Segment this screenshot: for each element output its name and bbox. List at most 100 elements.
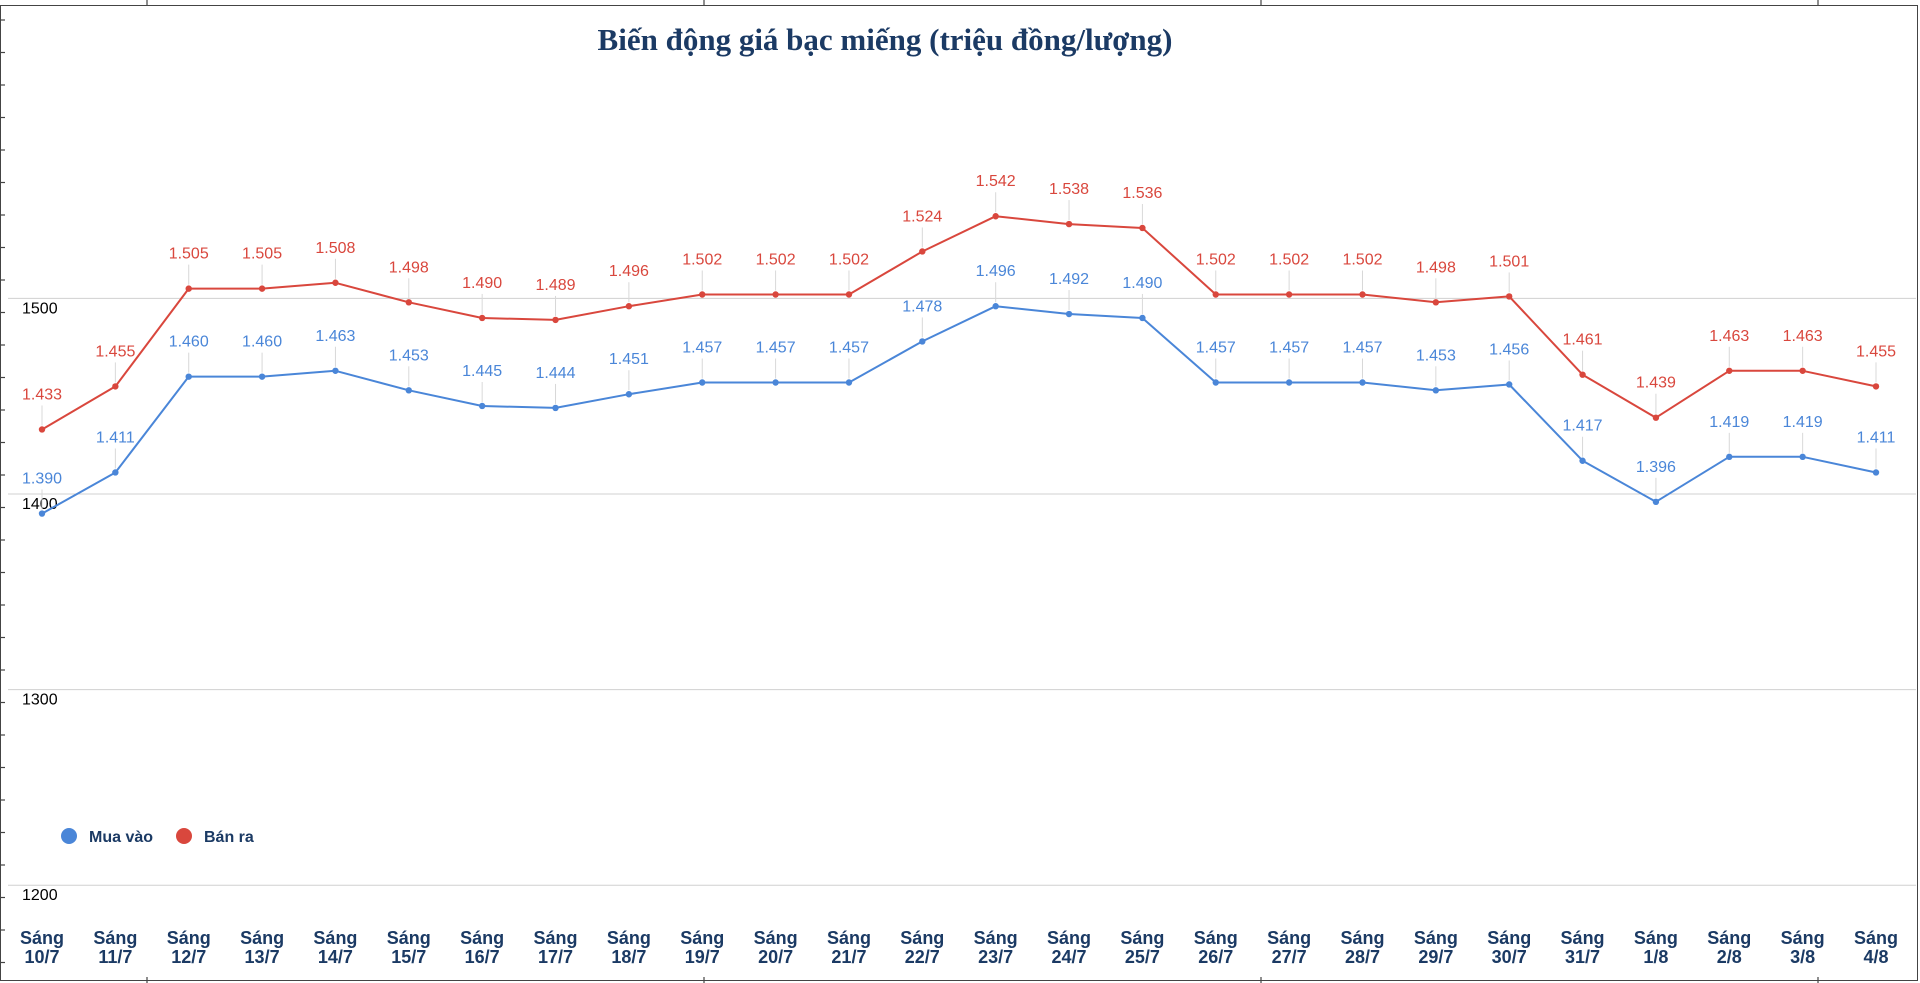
data-point: [112, 469, 119, 476]
y-tick-label: 1200: [22, 887, 58, 904]
x-tick-label: Sáng 21/7: [827, 928, 871, 967]
legend: Mua vào Bán ra: [61, 828, 254, 846]
x-tick-label: Sáng 17/7: [534, 928, 578, 967]
data-point: [1726, 367, 1733, 374]
chart-frame: [0, 5, 1918, 981]
data-label: 1.524: [902, 208, 942, 225]
x-tick-label: Sáng 29/7: [1414, 928, 1458, 967]
data-label: 1.492: [1049, 271, 1089, 288]
x-tick-label: Sáng 10/7: [20, 928, 64, 967]
x-tick-label: Sáng 14/7: [313, 928, 357, 967]
gridlines: [8, 297, 1916, 886]
x-tick-label: Sáng 15/7: [387, 928, 431, 967]
x-tick-label: Sáng 16/7: [460, 928, 504, 967]
data-point: [1432, 299, 1440, 306]
data-point: [992, 213, 999, 220]
data-label: 1.502: [1196, 251, 1236, 268]
data-label: 1.502: [1269, 251, 1309, 268]
data-label: 1.538: [1049, 181, 1089, 198]
data-point: [1799, 453, 1806, 461]
data-label: 1.396: [1636, 459, 1676, 476]
data-label: 1.457: [1196, 340, 1236, 357]
data-point: [1506, 381, 1513, 388]
data-labels: 1.390 1.411 1.460 1.460 1.463 1.453 1.445 1.444…: [22, 173, 1896, 510]
x-tick-label: Sáng 11/7: [93, 928, 137, 967]
data-point: [405, 387, 412, 394]
data-label: 1.502: [1342, 251, 1382, 268]
data-point: [478, 402, 486, 410]
data-point: [1359, 291, 1366, 298]
legend-label-b-n-ra: Bán ra: [204, 829, 254, 846]
y-tick-label: 1500: [22, 300, 58, 317]
x-tick-label: Sáng 22/7: [900, 928, 944, 967]
data-label: 1.457: [1269, 340, 1309, 357]
data-label: 1.542: [976, 173, 1016, 190]
data-label: 1.502: [682, 251, 722, 268]
data-point: [625, 391, 633, 398]
x-tick-label: Sáng 20/7: [754, 928, 798, 967]
y-tick-label: 1400: [22, 496, 58, 513]
data-point: [1432, 387, 1440, 394]
data-point: [1506, 293, 1513, 300]
data-label: 1.498: [389, 259, 429, 276]
data-label: 1.419: [1783, 414, 1823, 431]
data-label: 1.490: [1122, 275, 1162, 292]
data-label: 1.490: [462, 275, 502, 292]
data-label: 1.461: [1563, 332, 1603, 349]
legend-label-mua-v-o: Mua vào: [89, 829, 153, 846]
x-tick-label: Sáng 4/8: [1854, 928, 1898, 967]
data-label: 1.457: [756, 340, 796, 357]
x-tick-label: Sáng 23/7: [974, 928, 1018, 967]
data-point: [1726, 453, 1733, 461]
data-label: 1.455: [1856, 343, 1896, 360]
data-point: [552, 316, 559, 324]
data-point: [38, 426, 46, 433]
data-label: 1.453: [389, 347, 429, 364]
data-point: [699, 379, 706, 386]
data-label: 1.496: [976, 263, 1016, 280]
x-tick-label: Sáng 12/7: [167, 928, 211, 967]
data-point: [992, 303, 999, 310]
data-label: 1.456: [1489, 341, 1529, 358]
x-tick-label: Sáng 26/7: [1194, 928, 1238, 967]
data-point: [478, 314, 486, 322]
frame-ticks: [0, 0, 1819, 983]
x-tick-label: Sáng 31/7: [1561, 928, 1605, 967]
data-label: 1.439: [1636, 375, 1676, 392]
x-tick-label: Sáng 18/7: [607, 928, 651, 967]
data-label: 1.457: [1342, 340, 1382, 357]
x-tick-label: Sáng 2/8: [1707, 928, 1751, 967]
data-label: 1.460: [169, 334, 209, 351]
data-point: [845, 291, 853, 298]
data-label: 1.411: [1857, 429, 1896, 446]
data-label: 1.445: [462, 363, 502, 380]
data-point: [1139, 224, 1146, 232]
data-label: 1.433: [22, 386, 62, 403]
data-point: [1359, 379, 1366, 386]
data-point: [1799, 367, 1806, 374]
data-label: 1.451: [609, 351, 649, 368]
data-point: [919, 338, 926, 345]
data-label: 1.463: [315, 328, 355, 345]
data-label: 1.505: [242, 246, 282, 263]
x-tick-label: Sáng 1/8: [1634, 928, 1678, 967]
data-point: [772, 291, 779, 298]
data-point: [772, 379, 779, 386]
y-tick-label: 1300: [22, 692, 58, 709]
data-point: [112, 383, 119, 390]
data-label: 1.502: [756, 251, 796, 268]
data-point: [1212, 291, 1219, 298]
data-point: [1065, 220, 1073, 228]
data-point: [1212, 379, 1219, 386]
x-tick-label: Sáng 25/7: [1120, 928, 1164, 967]
x-tick-label: Sáng 19/7: [680, 928, 724, 967]
data-point: [38, 510, 46, 517]
data-point: [185, 285, 192, 292]
data-point: [405, 299, 412, 306]
data-label: 1.496: [609, 263, 649, 280]
data-label: 1.478: [902, 298, 942, 315]
data-point: [919, 248, 926, 255]
x-tick-label: Sáng 3/8: [1781, 928, 1825, 967]
data-label: 1.502: [829, 251, 869, 268]
